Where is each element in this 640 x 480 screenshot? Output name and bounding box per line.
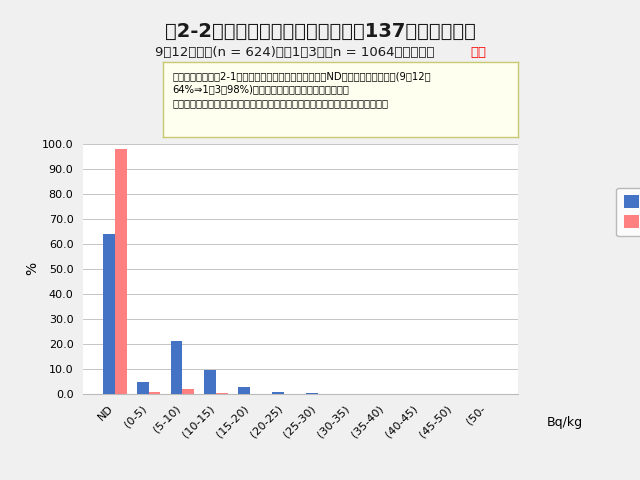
Text: 子供: 子供 (470, 46, 486, 59)
Text: ・中学生以下も図2-1の高校生以上と同じ傾向であり、NDの割合は増えており(9～12月
64%⇒1～3月98%)、体内の放射能量は減少している。
・体内の放射能: ・中学生以下も図2-1の高校生以上と同じ傾向であり、NDの割合は増えており(9～… (172, 72, 431, 108)
Text: Bq/kg: Bq/kg (547, 416, 582, 429)
Bar (148, 392, 161, 394)
Bar (171, 341, 182, 394)
Text: 9～12月受診(n = 624)及び1～3月（n = 1064）の比較: 9～12月受診(n = 624)及び1～3月（n = 1064）の比較 (155, 46, 434, 59)
Bar (115, 149, 127, 394)
Legend: 9～12月, 1～3月: 9～12月, 1～3月 (616, 188, 640, 236)
Bar (238, 387, 250, 394)
Bar (216, 393, 228, 394)
Bar (272, 392, 284, 394)
Bar (137, 383, 148, 394)
Bar (103, 234, 115, 394)
Bar (204, 370, 216, 394)
Bar (182, 389, 195, 394)
Y-axis label: %: % (25, 262, 39, 276)
Text: 図2-2　検査の時期によるセシウム137検出率の比較: 図2-2 検査の時期によるセシウム137検出率の比較 (164, 22, 476, 41)
